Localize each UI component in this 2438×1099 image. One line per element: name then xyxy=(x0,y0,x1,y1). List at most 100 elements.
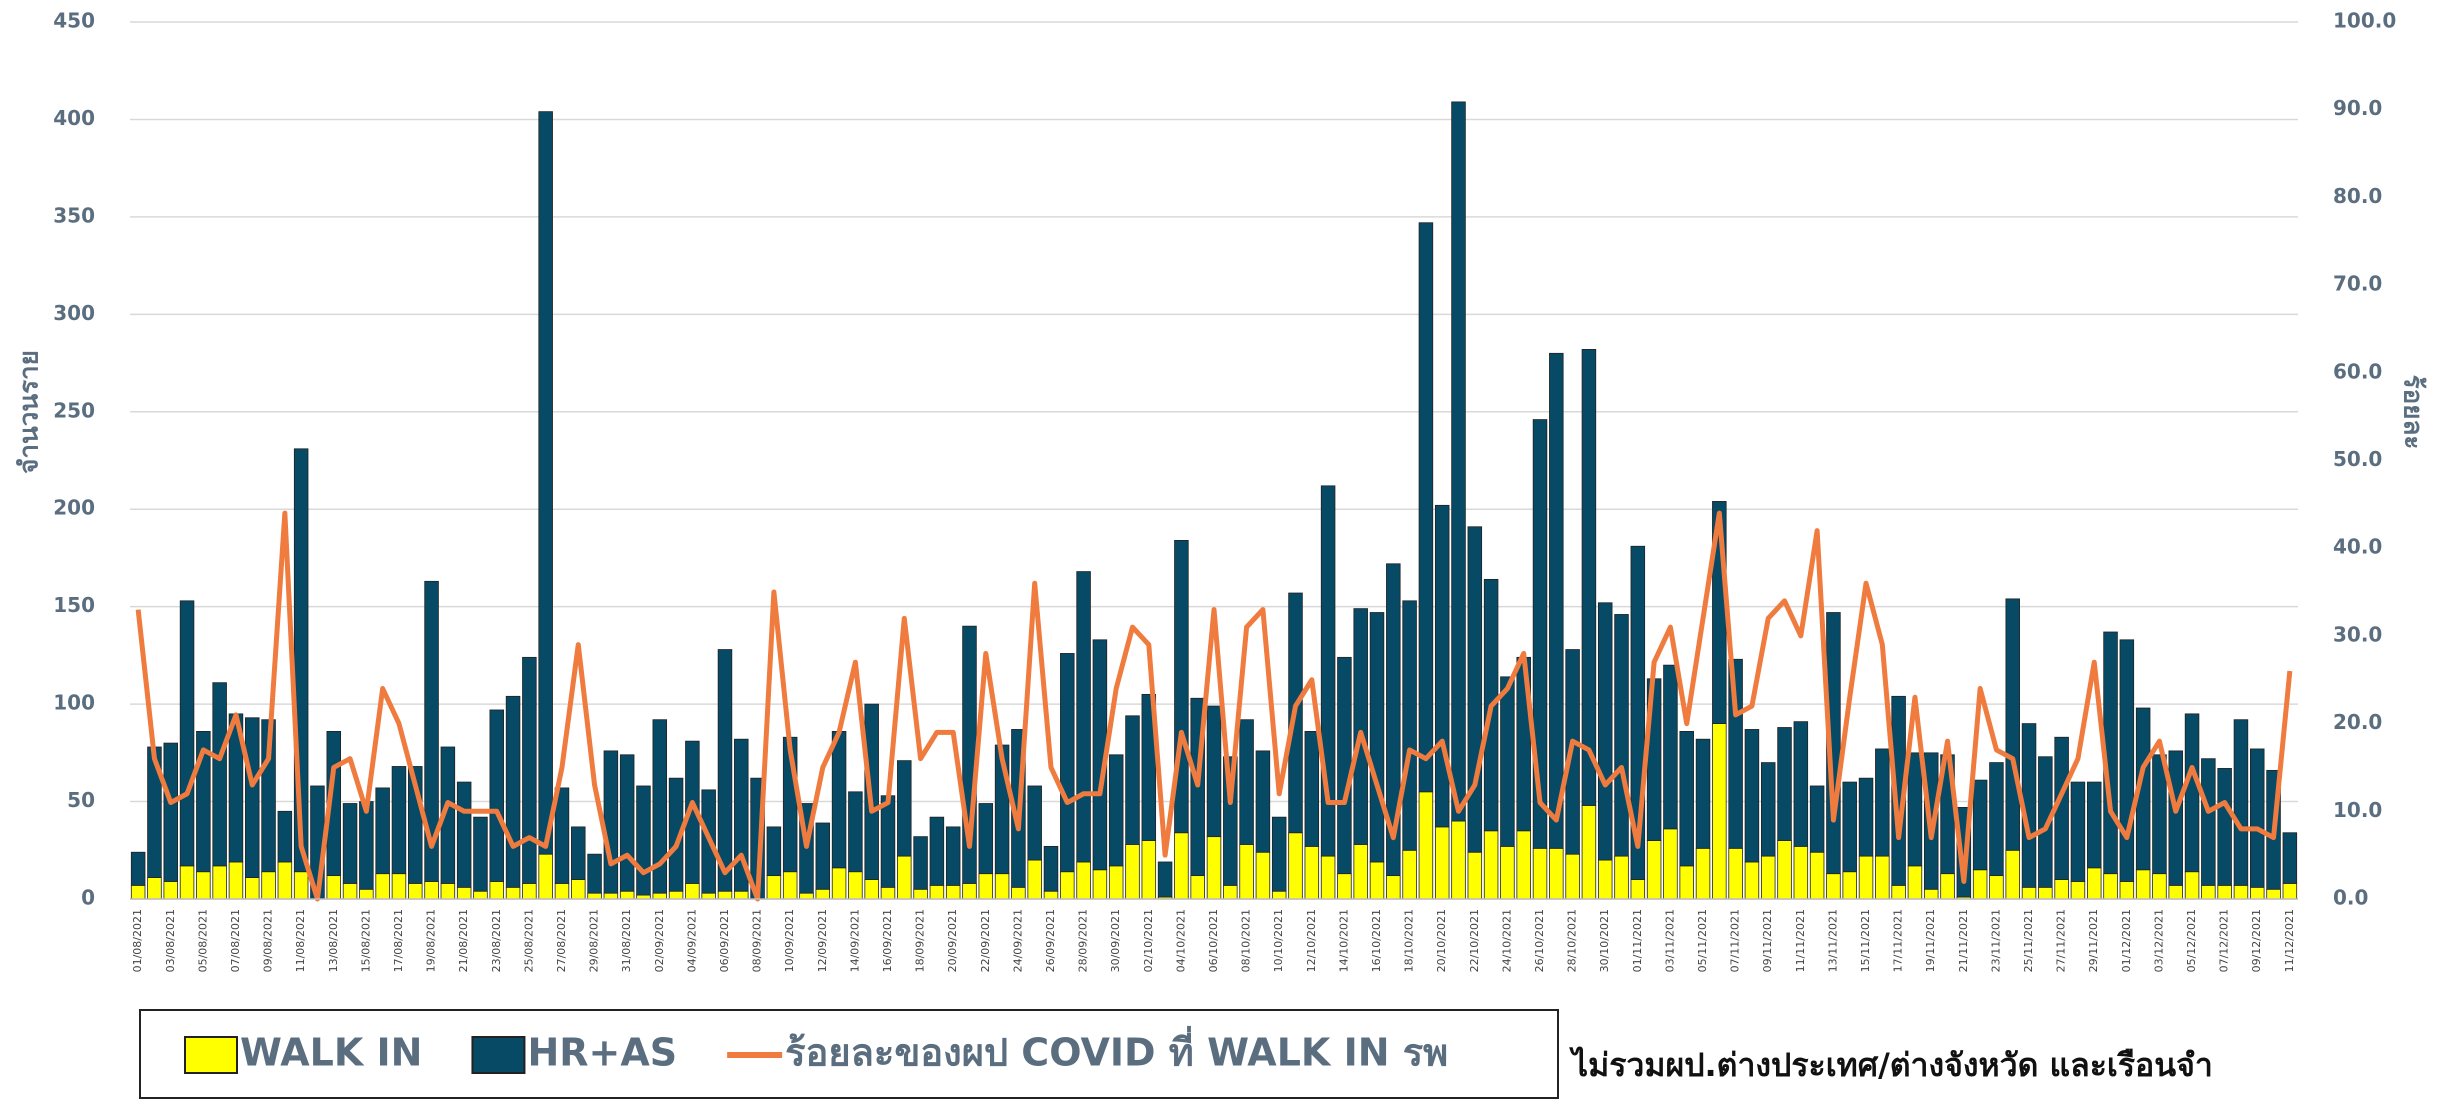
legend-label: ร้อยละของผป COVID ที่ WALK IN รพ xyxy=(785,1026,1448,1075)
x-tick-label: 17/11/2021 xyxy=(1892,909,1905,972)
bar-segment xyxy=(1434,504,1450,828)
bar-segment xyxy=(1076,861,1091,900)
bar-segment xyxy=(1011,886,1026,900)
bar-segment xyxy=(277,810,293,863)
x-tick-label: 06/09/2021 xyxy=(718,909,731,972)
bar-segment xyxy=(1549,847,1564,900)
y2-axis-title: ร้อยละ xyxy=(2398,375,2428,450)
y-tick-label: 450 xyxy=(53,9,95,33)
bar-segment xyxy=(848,871,863,900)
x-tick-label: 07/08/2021 xyxy=(229,909,242,972)
bar-segment xyxy=(408,883,423,900)
x-tick-label: 30/09/2021 xyxy=(1109,909,1122,972)
bar-segment xyxy=(913,888,928,900)
bar-segment xyxy=(668,890,684,900)
bar-segment xyxy=(913,836,928,890)
bar-segment xyxy=(799,892,814,900)
bar-segment xyxy=(734,738,749,892)
bar-segment xyxy=(945,884,961,900)
bar-segment xyxy=(685,883,700,900)
x-tick-label: 10/10/2021 xyxy=(1272,909,1285,972)
bar-segment xyxy=(522,656,537,884)
bar-segment xyxy=(1206,705,1222,838)
bar-segment xyxy=(717,649,733,892)
x-tick-label: 24/09/2021 xyxy=(1011,909,1024,972)
bar-segment xyxy=(2282,832,2298,884)
bar-segment xyxy=(1271,890,1287,900)
bar-segment xyxy=(2005,849,2020,900)
y-tick-label: 100 xyxy=(53,691,95,715)
x-tick-label: 08/09/2021 xyxy=(751,909,764,972)
bar-segment xyxy=(130,884,146,900)
y-tick-label: 0 xyxy=(81,886,95,910)
bar-segment xyxy=(1434,826,1450,900)
bar-segment xyxy=(2266,888,2281,900)
bar-segment xyxy=(424,881,439,900)
x-tick-label: 15/11/2021 xyxy=(1859,909,1872,972)
bar-segment xyxy=(782,871,798,900)
bar-segment xyxy=(571,879,586,900)
bar-segment xyxy=(1027,785,1042,861)
bar-segment xyxy=(1190,875,1205,900)
x-tick-label: 01/12/2021 xyxy=(2120,909,2133,972)
bar-segment xyxy=(1695,738,1711,849)
bar-segment xyxy=(1565,853,1580,900)
bar-segment xyxy=(1989,875,2004,900)
x-tick-label: 12/10/2021 xyxy=(1305,909,1318,972)
bar-segment xyxy=(1141,693,1157,841)
bar-segment xyxy=(848,791,863,873)
bar-segment xyxy=(1043,845,1059,892)
y-tick-label: 200 xyxy=(53,496,95,520)
bar-segment xyxy=(2201,884,2216,900)
bar-segment xyxy=(505,886,521,900)
bar-segment xyxy=(554,883,570,900)
bar-segment xyxy=(929,816,945,886)
bar-segment xyxy=(1972,779,1988,871)
bar-segment xyxy=(1777,727,1792,841)
bar-segment xyxy=(1760,855,1776,900)
bar-segment xyxy=(962,883,977,900)
x-tick-label: 31/08/2021 xyxy=(620,909,633,972)
bar-segment xyxy=(130,851,146,886)
bar-segment xyxy=(228,861,244,900)
bar-segment xyxy=(1467,526,1483,853)
y-tick-label: 150 xyxy=(53,593,95,617)
x-tick-label: 11/08/2021 xyxy=(294,909,307,972)
bar-segment xyxy=(1516,830,1531,900)
bar-segment xyxy=(245,877,260,900)
bar-segment xyxy=(1679,730,1694,867)
bar-segment xyxy=(1842,871,1857,900)
bar-segment xyxy=(603,750,619,894)
bar-segment xyxy=(717,890,733,900)
bar-segment xyxy=(391,766,407,875)
bar-segment xyxy=(766,875,782,900)
bar-segment xyxy=(1369,861,1385,900)
bar-segment xyxy=(1614,614,1629,857)
y2-tick-label: 10.0 xyxy=(2333,798,2382,822)
bar-segment xyxy=(1060,653,1075,873)
bar-segment xyxy=(1744,729,1760,863)
y2-tick-label: 80.0 xyxy=(2333,184,2382,208)
bar-segment xyxy=(1043,890,1059,900)
bar-segment xyxy=(2250,748,2265,888)
bar-segment xyxy=(1418,222,1434,793)
bar-segment xyxy=(1255,750,1271,853)
x-tick-label: 25/11/2021 xyxy=(2022,909,2035,972)
x-tick-label: 14/09/2021 xyxy=(848,909,861,972)
bar-segment xyxy=(1989,762,2004,877)
x-tick-label: 20/09/2021 xyxy=(946,909,959,972)
bar-segment xyxy=(179,865,195,900)
bar-segment xyxy=(2152,873,2167,900)
bar-segment xyxy=(2038,886,2053,900)
bar-segment xyxy=(636,785,651,896)
bar-segment xyxy=(342,883,358,900)
bar-segment xyxy=(1027,859,1042,900)
bar-segment xyxy=(538,853,553,900)
y2-tick-label: 40.0 xyxy=(2333,535,2382,559)
bar-segment xyxy=(212,682,227,867)
y2-tick-label: 60.0 xyxy=(2333,359,2382,383)
bar-segment xyxy=(1353,608,1368,845)
x-tick-label: 29/08/2021 xyxy=(588,909,601,972)
bar-segment xyxy=(424,580,439,882)
